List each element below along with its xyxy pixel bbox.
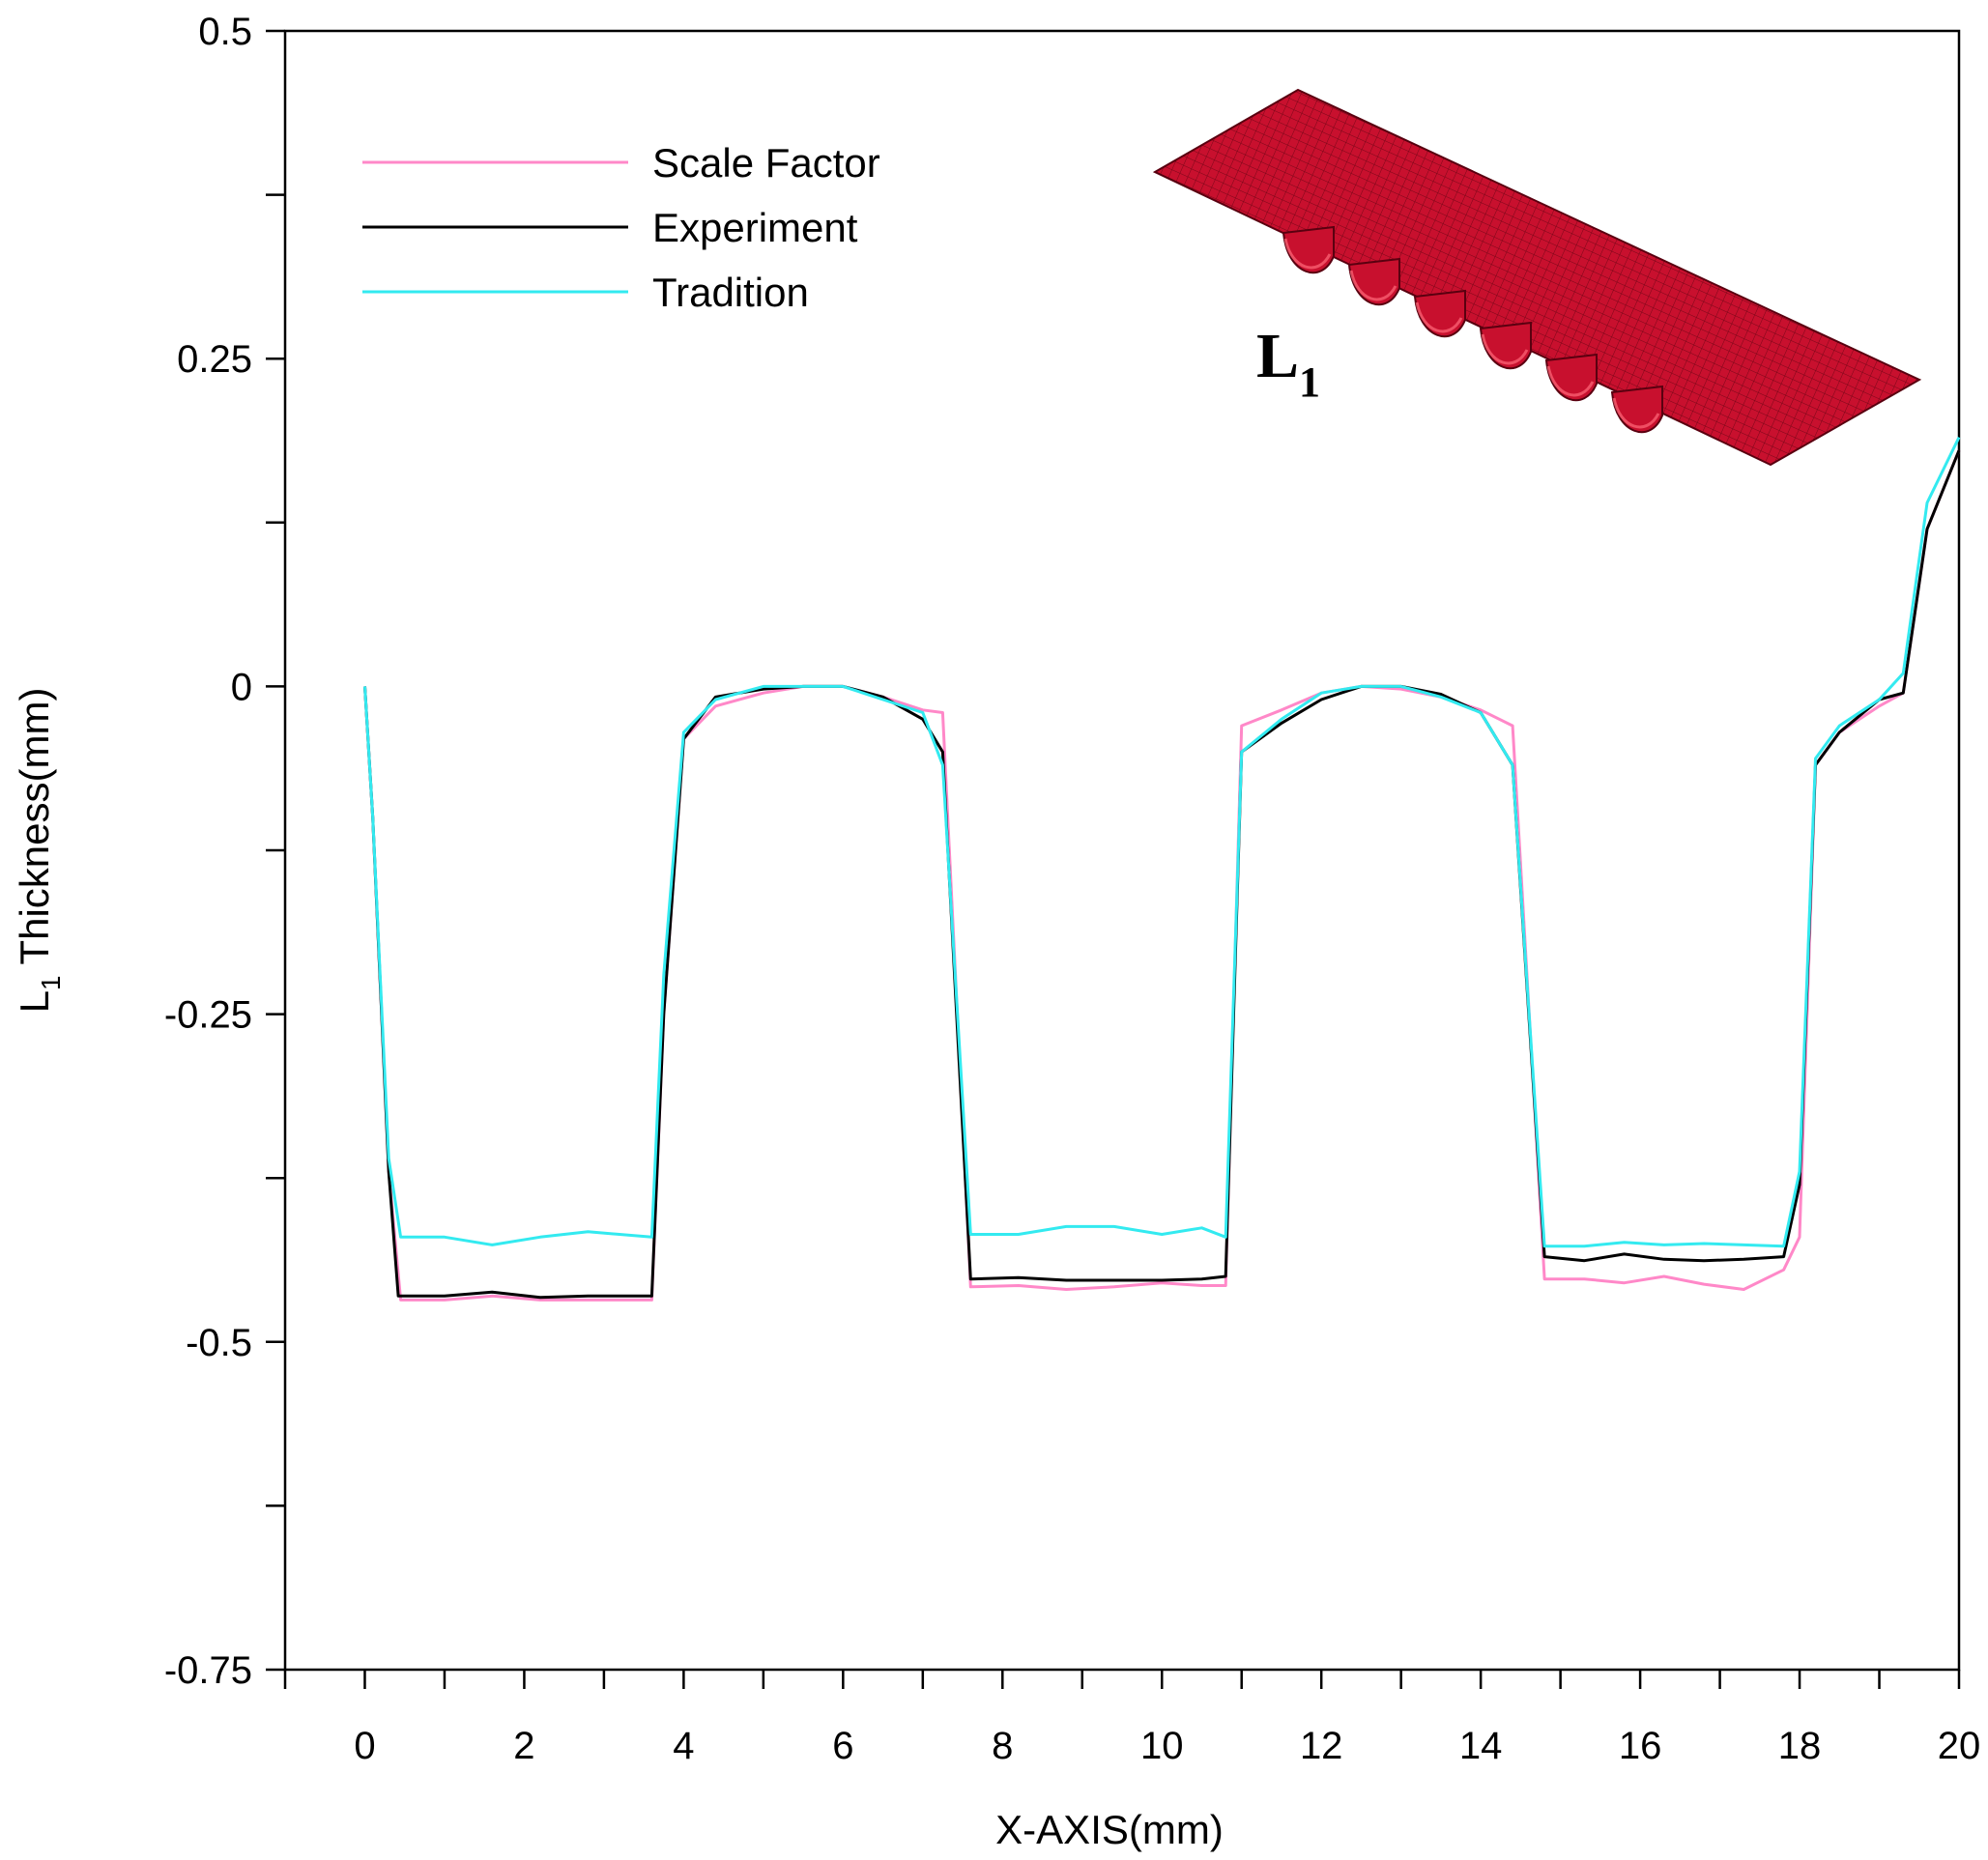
mesh-bumps: [1282, 225, 1663, 434]
y-axis-title-main: L: [12, 990, 57, 1013]
y-axis-title: L1 Thickness(mm): [12, 688, 66, 1014]
inset-label-main: L: [1256, 321, 1299, 391]
series-line-experiment: [363, 449, 1961, 1300]
y-tick-label: 0.5: [198, 11, 252, 53]
mesh-bump: [1610, 385, 1663, 434]
series-lines: [363, 436, 1961, 1302]
mesh-bump: [1347, 257, 1400, 306]
x-tick-label: 16: [1619, 1725, 1662, 1767]
legend-label-scale-factor: Scale Factor: [652, 140, 880, 186]
x-tick-label: 18: [1778, 1725, 1822, 1767]
y-tick-label: 0: [231, 666, 252, 708]
x-tick-label: 0: [354, 1725, 375, 1767]
x-tick-label: 10: [1140, 1725, 1184, 1767]
x-tick-label: 14: [1459, 1725, 1503, 1767]
mesh-bump: [1479, 321, 1532, 370]
series-line-tradition: [363, 436, 1961, 1248]
legend-label-tradition: Tradition: [652, 270, 809, 315]
x-tick-label: 6: [832, 1725, 853, 1767]
mesh-bump: [1544, 353, 1598, 402]
x-tick-label: 12: [1300, 1725, 1343, 1767]
legend: Scale Factor Experiment Tradition: [362, 140, 880, 315]
mesh-bump-highlight: [1612, 397, 1660, 429]
mesh-bump-highlight: [1415, 301, 1463, 333]
inset-label-subscript: 1: [1299, 358, 1320, 406]
x-axis-ticks: 0 2 4 6 8 10 12 14 16 18 20: [283, 1670, 1981, 1767]
mesh-plate-grid: [1155, 90, 1919, 465]
mesh-bump-highlight: [1546, 365, 1595, 397]
mesh-bump-highlight: [1283, 238, 1332, 270]
mesh-bump-highlight: [1349, 270, 1397, 301]
mesh-bump: [1413, 289, 1466, 338]
series-line-scale-factor: [363, 449, 1961, 1302]
y-axis-title-subscript: 1: [36, 975, 66, 990]
x-tick-label: 4: [673, 1725, 694, 1767]
mesh-bump: [1282, 225, 1335, 274]
y-axis-title-rest: Thickness(mm): [12, 688, 57, 976]
legend-label-experiment: Experiment: [652, 205, 858, 250]
y-tick-label: -0.75: [164, 1649, 252, 1692]
x-tick-label: 2: [513, 1725, 534, 1767]
y-tick-label: 0.25: [177, 338, 252, 381]
plot-area-frame: [283, 29, 1961, 1672]
inset-label: L1: [1256, 321, 1320, 406]
x-tick-label: 8: [992, 1725, 1013, 1767]
mesh-bump-highlight: [1481, 333, 1529, 365]
x-tick-label: 20: [1938, 1725, 1981, 1767]
y-tick-label: -0.5: [186, 1322, 252, 1364]
mesh-inset-image: L1: [1152, 88, 1922, 467]
y-axis-ticks: 0.5 0.25 0 -0.25 -0.5 -0.75: [164, 11, 285, 1692]
y-tick-label: -0.25: [164, 994, 252, 1037]
x-axis-title: X-AXIS(mm): [995, 1807, 1224, 1852]
